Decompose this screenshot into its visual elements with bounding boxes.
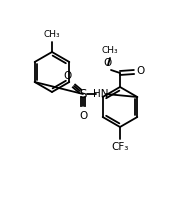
Text: S: S: [79, 87, 87, 101]
Text: O: O: [103, 58, 111, 68]
Text: HN: HN: [93, 89, 109, 99]
Text: CH₃: CH₃: [102, 46, 118, 55]
Text: O: O: [136, 66, 144, 76]
Text: O: O: [79, 111, 87, 121]
Text: O: O: [64, 71, 72, 81]
Text: CH₃: CH₃: [44, 30, 60, 39]
Text: CF₃: CF₃: [111, 142, 129, 152]
